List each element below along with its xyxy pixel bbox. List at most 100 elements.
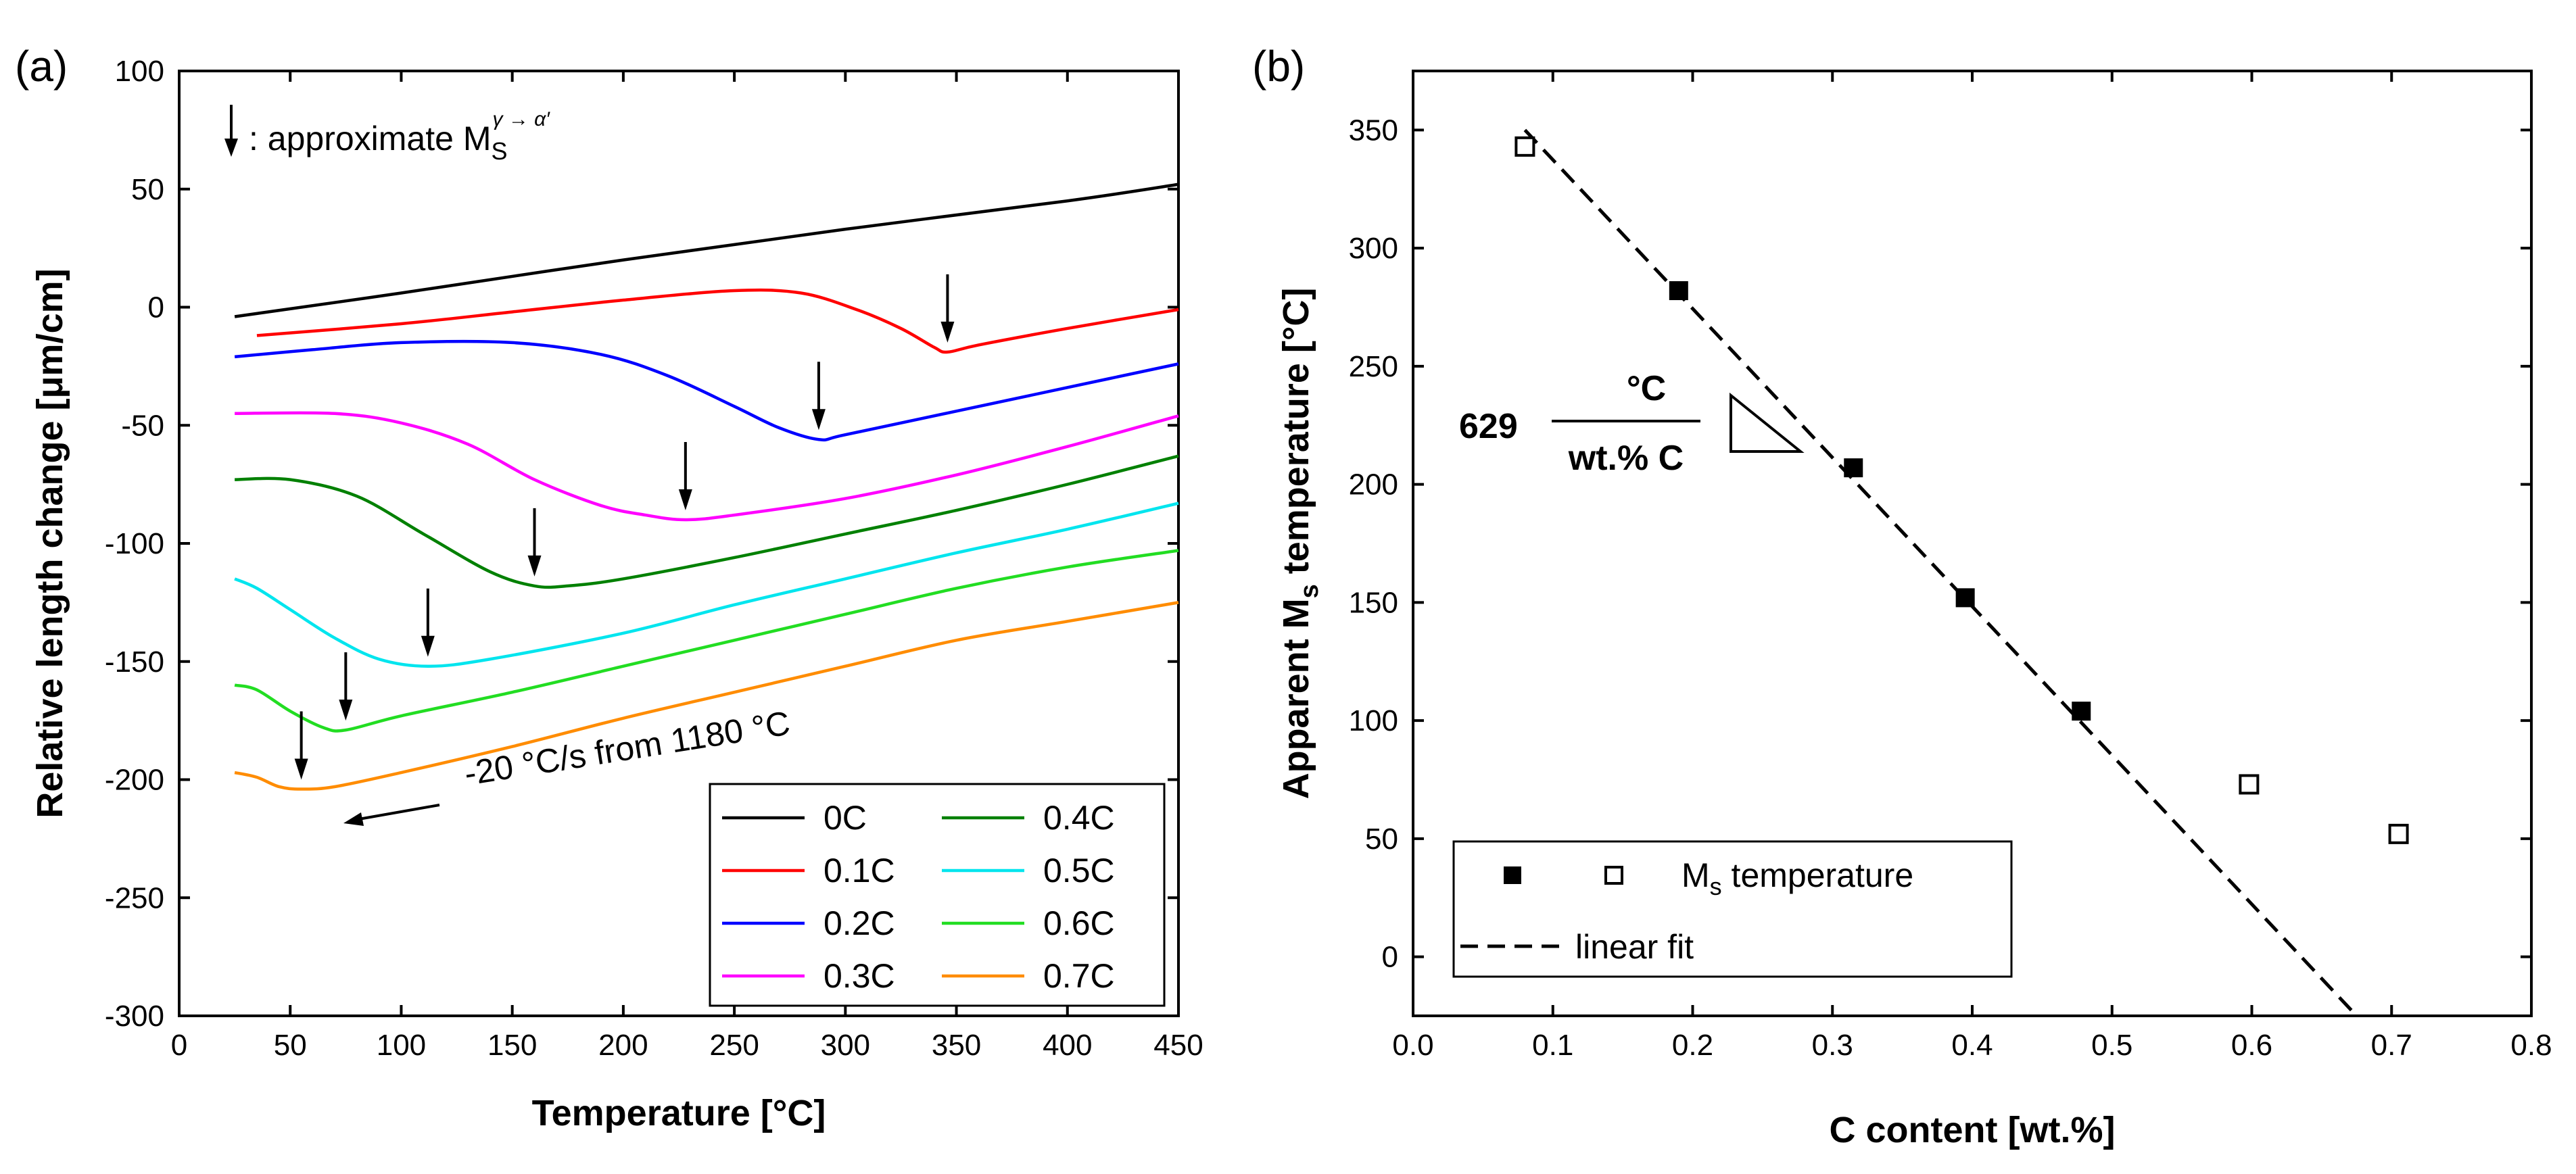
legend-label-0.7C: 0.7C bbox=[1043, 957, 1115, 995]
filled-point bbox=[1956, 588, 1975, 607]
svg-text:: approximate MSγ → α′: : approximate MSγ → α′ bbox=[249, 108, 550, 165]
a-y-tick-label: -250 bbox=[105, 881, 164, 914]
ms-arrowhead-0.7C bbox=[295, 758, 308, 779]
panel-a-label: (a) bbox=[15, 42, 68, 91]
b-x-tick-label: 0.4 bbox=[1951, 1029, 1993, 1062]
a-x-tick-label: 150 bbox=[487, 1029, 537, 1062]
filled-point bbox=[1669, 281, 1688, 300]
slope-numerator: °C bbox=[1627, 369, 1666, 408]
ms-legend-arrowhead-icon bbox=[224, 139, 238, 157]
ms-arrowhead-0.2C bbox=[812, 409, 826, 430]
slope-triangle-icon bbox=[1731, 395, 1800, 451]
b-points-group bbox=[1516, 138, 2407, 843]
b-x-tick-label: 0.5 bbox=[2091, 1029, 2132, 1062]
b-y-axis-sub: s bbox=[1295, 584, 1324, 598]
legend-label-0.1C: 0.1C bbox=[824, 852, 895, 889]
b-y-tick-label: 250 bbox=[1349, 350, 1398, 383]
a-y-tick-label: 100 bbox=[115, 55, 164, 88]
a-y-axis-title: Relative length change [μm/cm] bbox=[30, 268, 70, 818]
series-line-0.7C bbox=[235, 602, 1178, 789]
a-series-group bbox=[235, 185, 1178, 789]
a-x-tick-label: 250 bbox=[709, 1029, 759, 1062]
a-x-tick-label: 450 bbox=[1153, 1029, 1203, 1062]
ms-annotation-text: : approximate M bbox=[249, 120, 491, 157]
slope-annotation: 629 °C wt.% C bbox=[1459, 369, 1800, 478]
slope-value: 629 bbox=[1459, 407, 1518, 446]
series-line-0.6C bbox=[235, 550, 1178, 731]
ms-arrowhead-0.1C bbox=[940, 322, 954, 343]
b-y-axis-tail: temperature [°C] bbox=[1276, 288, 1316, 585]
legend-filled-square-icon bbox=[1504, 866, 1521, 884]
a-y-tick-label: -300 bbox=[105, 1000, 164, 1033]
cooling-direction-arrow-icon bbox=[355, 805, 439, 820]
a-x-tick-label: 100 bbox=[377, 1029, 426, 1062]
figure: (a) 0 50 100 150 200 250 300 350 400 450 -300 -250… bbox=[0, 0, 2576, 1174]
legend-label-0C: 0C bbox=[824, 799, 867, 837]
legend-label-0.5C: 0.5C bbox=[1043, 852, 1115, 889]
a-y-tick-label: -100 bbox=[105, 527, 164, 560]
b-y-tick-label: 350 bbox=[1349, 114, 1398, 147]
legend-label-0.6C: 0.6C bbox=[1043, 904, 1115, 942]
ms-arrowhead-0.5C bbox=[421, 636, 435, 657]
cooling-arrowhead-icon bbox=[343, 812, 364, 826]
legend-label-0.3C: 0.3C bbox=[824, 957, 895, 995]
svg-text:Apparent Ms temperature [°C]: Apparent Ms temperature [°C] bbox=[1276, 288, 1324, 800]
a-y-tick-label: 50 bbox=[131, 173, 164, 206]
b-x-tick-label: 0.3 bbox=[1812, 1029, 1853, 1062]
legend-ms-label: M bbox=[1681, 856, 1710, 894]
panel-b-label: (b) bbox=[1252, 42, 1305, 91]
b-x-tick-label: 0.6 bbox=[2231, 1029, 2272, 1062]
a-y-tick-label: 0 bbox=[148, 291, 164, 324]
a-ms-arrows bbox=[295, 274, 955, 780]
series-line-0.4C bbox=[235, 456, 1178, 587]
a-legend: 0C 0.1C 0.2C 0.3C 0.4C 0.5C 0.6C 0.7C bbox=[710, 784, 1164, 1006]
b-x-tick-label: 0.8 bbox=[2510, 1029, 2552, 1062]
b-x-tick-label: 0.7 bbox=[2371, 1029, 2412, 1062]
legend-ms-suffix: temperature bbox=[1722, 856, 1913, 894]
a-y-tick-label: -150 bbox=[105, 645, 164, 679]
a-x-tick-label: 50 bbox=[274, 1029, 307, 1062]
ms-arrowhead-0.3C bbox=[679, 489, 692, 510]
slope-denominator: wt.% C bbox=[1568, 439, 1684, 478]
b-y-tick-label: 300 bbox=[1349, 232, 1398, 265]
ms-annotation: : approximate MSγ → α′ bbox=[224, 105, 550, 165]
ms-annotation-sup: γ → α′ bbox=[493, 108, 551, 130]
legend-ms-sub: s bbox=[1710, 873, 1722, 900]
b-y-tick-label: 0 bbox=[1382, 941, 1398, 974]
a-x-tick-label: 350 bbox=[932, 1029, 981, 1062]
a-y-tick-label: -200 bbox=[105, 764, 164, 797]
legend-open-square-icon bbox=[1606, 867, 1622, 883]
b-legend: Ms temperature linear fit bbox=[1454, 841, 2011, 977]
a-y-tick-label: -50 bbox=[121, 409, 164, 442]
ms-arrowhead-0.6C bbox=[339, 700, 352, 720]
b-x-tick-label: 0.1 bbox=[1532, 1029, 1573, 1062]
b-y-tick-label: 100 bbox=[1349, 704, 1398, 737]
b-y-tick-label: 150 bbox=[1349, 586, 1398, 619]
series-line-0.2C bbox=[235, 341, 1178, 440]
legend-label-0.2C: 0.2C bbox=[824, 904, 895, 942]
legend-label-0.4C: 0.4C bbox=[1043, 799, 1115, 837]
b-x-tick-label: 0.2 bbox=[1672, 1029, 1713, 1062]
b-x-tick-label: 0.0 bbox=[1392, 1029, 1433, 1062]
a-x-tick-label: 0 bbox=[171, 1029, 187, 1062]
legend-fit-label: linear fit bbox=[1575, 928, 1694, 966]
series-line-0.5C bbox=[235, 504, 1178, 666]
b-y-axis-title: Apparent M bbox=[1276, 598, 1316, 799]
filled-point bbox=[2072, 702, 2091, 720]
open-point bbox=[1516, 138, 1533, 155]
panel-a: (a) 0 50 100 150 200 250 300 350 400 450 -300 -250… bbox=[15, 42, 1203, 1133]
series-line-0.3C bbox=[235, 413, 1178, 520]
a-x-tick-label: 300 bbox=[821, 1029, 870, 1062]
ms-annotation-sub: S bbox=[491, 137, 507, 165]
b-x-axis-title: C content [wt.%] bbox=[1830, 1110, 2116, 1150]
filled-point bbox=[1844, 458, 1863, 477]
series-line-0C bbox=[235, 185, 1178, 317]
open-point bbox=[2240, 775, 2258, 793]
a-x-tick-label: 200 bbox=[598, 1029, 648, 1062]
b-y-tick-label: 50 bbox=[1365, 823, 1398, 856]
a-x-tick-label: 400 bbox=[1043, 1029, 1092, 1062]
open-point bbox=[2390, 825, 2408, 843]
ms-arrowhead-0.4C bbox=[528, 556, 542, 577]
a-x-axis-title: Temperature [°C] bbox=[532, 1093, 826, 1133]
b-y-tick-label: 200 bbox=[1349, 468, 1398, 502]
